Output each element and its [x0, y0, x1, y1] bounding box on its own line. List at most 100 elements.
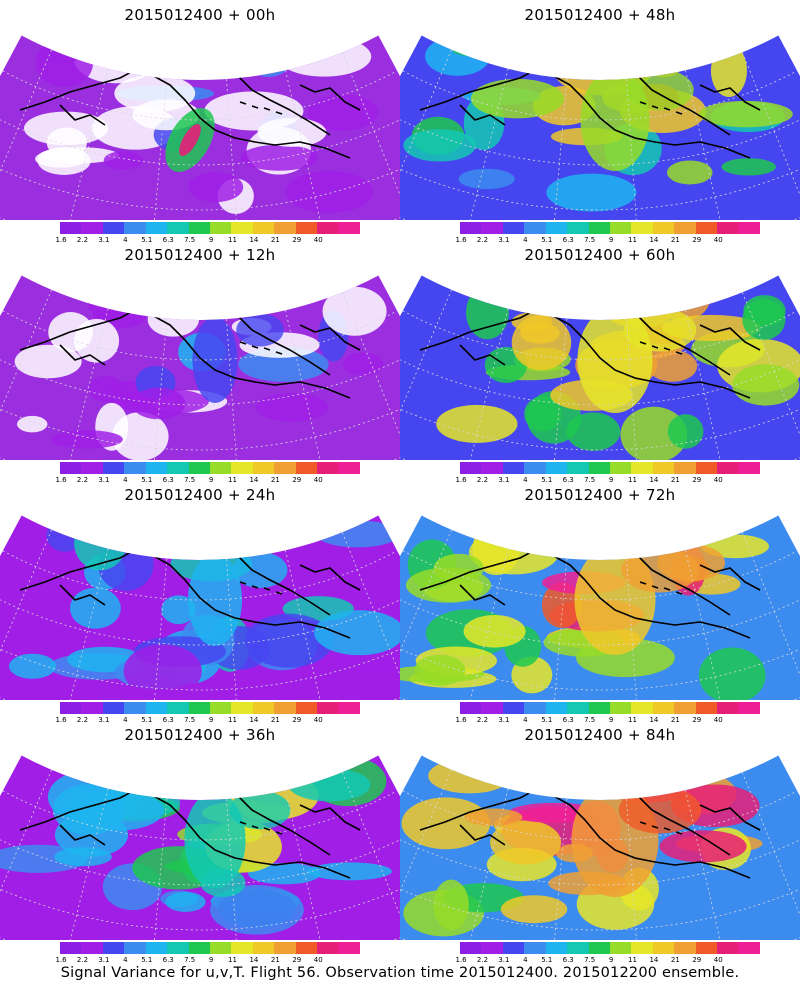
- panel-title: 2015012400 + 00h: [124, 6, 276, 24]
- colorbar-label: 21: [670, 716, 680, 724]
- colorbar-swatch: [274, 702, 296, 714]
- colorbar-swatch: [674, 702, 696, 714]
- graticule-meridian: [685, 70, 727, 220]
- field-core: [626, 69, 694, 111]
- coastline: [239, 581, 283, 595]
- graticule-parallel: [400, 830, 800, 886]
- field-blob: [403, 129, 476, 162]
- colorbar-swatch: [460, 222, 482, 234]
- colorbar-label: 7.5: [184, 716, 196, 724]
- colorbar-swatch: [295, 462, 318, 474]
- graticule-parallel: [400, 869, 800, 931]
- coastline: [19, 69, 351, 159]
- colorbar-swatch: [124, 222, 146, 234]
- coastline: [59, 344, 106, 366]
- colorbar-swatch: [545, 222, 568, 234]
- colorbar-label: 9: [208, 236, 214, 244]
- graticule-parallel: [2, 70, 398, 121]
- colorbar-label: 3.1: [498, 716, 510, 724]
- coastline: [59, 824, 106, 846]
- forecast-panel: 2015012400 + 84h 1.6 2.2 3.1 4 5.1 6.3 7.5 9 11 14…: [400, 720, 800, 965]
- coastline: [619, 39, 683, 66]
- colorbar-swatch: [338, 462, 360, 474]
- colorbar-swatch: [631, 222, 653, 234]
- forecast-panel: 2015012400 + 00h 1.6 2.2 3.1 4 5.1 6.3 7.5 9 11 14…: [0, 0, 400, 245]
- colorbar-swatch: [695, 942, 718, 954]
- variance-map: [400, 755, 800, 940]
- field-blob: [212, 35, 295, 73]
- field-blob: [307, 862, 392, 881]
- colorbar-label: 14: [249, 236, 259, 244]
- panel-title: 2015012400 + 84h: [524, 726, 676, 744]
- colorbar-label: 21: [670, 956, 680, 964]
- field-blob: [511, 315, 572, 371]
- field-core: [621, 547, 699, 593]
- colorbar-label: 2.2: [476, 236, 489, 244]
- colorbar-swatch: [524, 462, 546, 474]
- graticule-parallel: [2, 790, 398, 841]
- colorbar-swatch: [460, 942, 482, 954]
- colorbar-label: 21: [670, 476, 680, 484]
- colorbar-label: 7.5: [584, 956, 596, 964]
- forecast-panel: 2015012400 + 72h 1.6 2.2 3.1 4 5.1 6.3 7.5 9 11 14…: [400, 480, 800, 725]
- graticule-parallel: [0, 110, 400, 166]
- colorbar-swatch: [502, 222, 525, 234]
- colorbar-swatch: [231, 462, 253, 474]
- colorbar-label: 6.3: [562, 236, 574, 244]
- field-core: [623, 308, 697, 352]
- variance-map: [0, 515, 400, 700]
- field-blob: [74, 516, 127, 571]
- colorbar-swatch: [738, 942, 760, 954]
- colorbar-label: 1.6: [55, 236, 67, 244]
- graticule-meridian: [341, 52, 400, 220]
- coastline: [299, 324, 361, 351]
- colorbar-swatch: [609, 702, 632, 714]
- colorbar-swatch: [317, 942, 339, 954]
- coastline: [59, 584, 106, 606]
- variance-map: [0, 755, 400, 940]
- coastline: [459, 344, 506, 366]
- colorbar-swatch: [102, 222, 125, 234]
- coastline: [459, 824, 506, 846]
- colorbar-label: 9: [208, 716, 214, 724]
- colorbar-swatch: [252, 702, 275, 714]
- colorbar-label: 4: [523, 236, 528, 244]
- colorbar-swatch: [124, 702, 146, 714]
- field-blob: [288, 768, 371, 802]
- graticule-meridian: [0, 49, 52, 216]
- colorbar-swatch: [145, 462, 168, 474]
- field-blob: [285, 170, 373, 213]
- field-blob: [425, 36, 491, 76]
- colorbar-label: 21: [270, 476, 280, 484]
- colorbar-label: 21: [270, 956, 280, 964]
- colorbar-label: 21: [670, 236, 680, 244]
- colorbar: [460, 462, 760, 474]
- colorbar-labels: 1.6 2.2 3.1 4 5.1 6.3 7.5 9 11 14 21 29 40: [55, 236, 365, 248]
- field-blob: [277, 36, 372, 77]
- graticule-meridian: [285, 550, 327, 700]
- coastline: [639, 581, 683, 595]
- colorbar-label: 11: [628, 956, 637, 964]
- colorbar-swatch: [167, 462, 189, 474]
- field-blob: [147, 302, 200, 337]
- graticule-parallel: [0, 590, 400, 646]
- graticule-meridian: [741, 532, 800, 700]
- field-blob: [463, 615, 526, 648]
- colorbar-swatch: [567, 942, 589, 954]
- field-blob: [16, 415, 48, 433]
- coastline: [419, 789, 751, 879]
- graticule-meridian: [741, 292, 800, 460]
- coastline: [699, 324, 761, 351]
- colorbar-label: 2.2: [476, 716, 489, 724]
- colorbar-swatch: [545, 462, 568, 474]
- field-blob: [579, 47, 668, 78]
- field-blob: [165, 892, 206, 912]
- graticule-parallel: [402, 310, 798, 361]
- field-blob: [541, 582, 582, 629]
- colorbar: [60, 462, 360, 474]
- colorbar-label: 1.6: [55, 716, 67, 724]
- field-blob: [458, 168, 515, 190]
- colorbar-swatch: [652, 462, 675, 474]
- coastline: [219, 759, 283, 786]
- field-blob: [612, 62, 656, 80]
